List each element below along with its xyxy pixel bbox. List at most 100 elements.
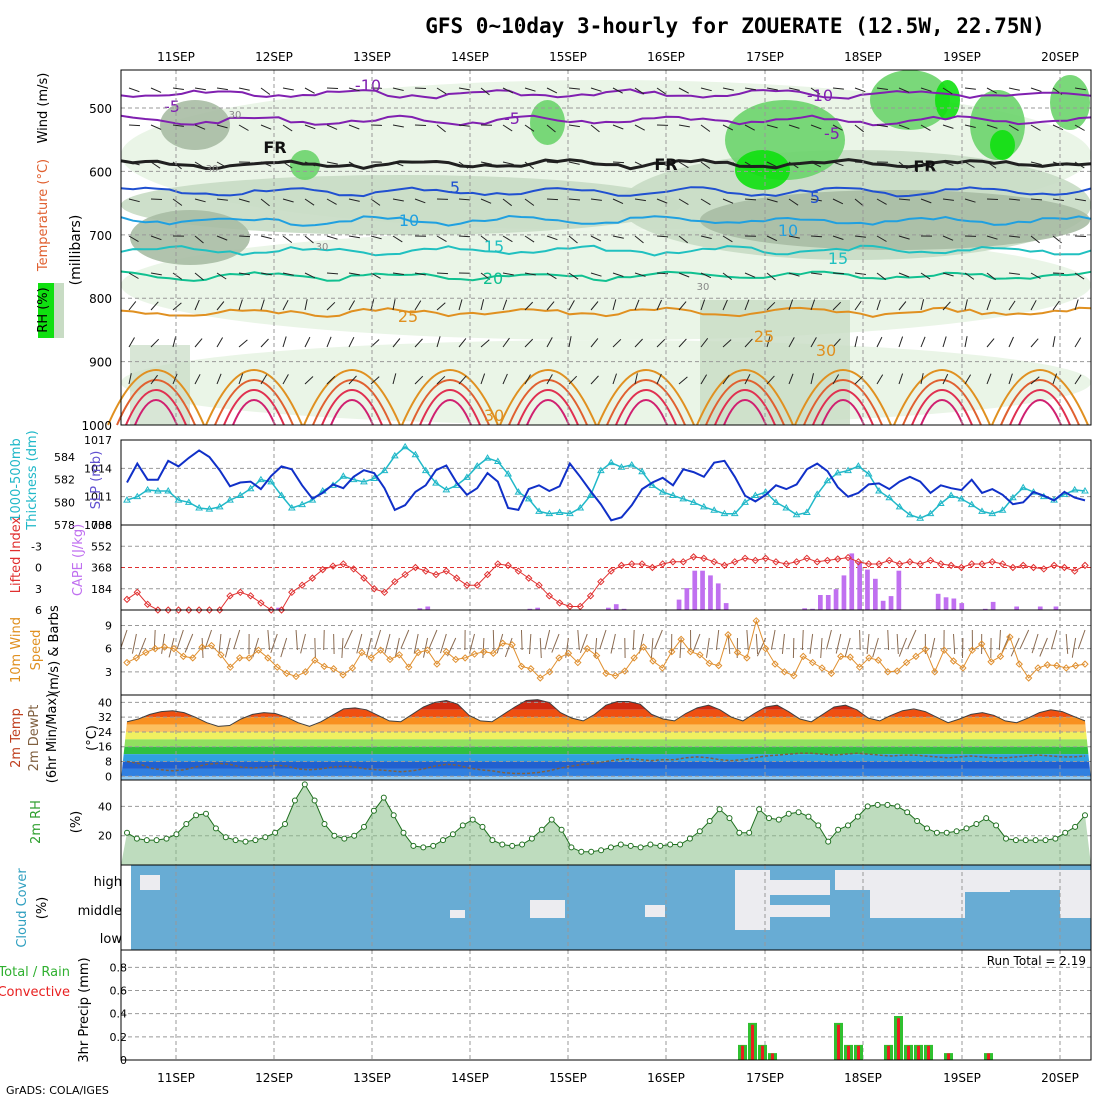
wind-barb xyxy=(942,301,951,311)
li-point xyxy=(401,570,409,579)
wind-barb-10m xyxy=(1031,633,1039,654)
wind-barb-10m xyxy=(859,629,861,651)
thickness-point xyxy=(514,488,523,495)
isotherm-line xyxy=(120,114,1092,127)
wind-barb xyxy=(326,124,338,130)
dewpoint-line xyxy=(126,752,1086,775)
wind-speed-point xyxy=(780,668,789,676)
wind-speed-point xyxy=(799,652,807,661)
wind-barb xyxy=(568,336,572,348)
thickness-point xyxy=(710,506,719,513)
li-point xyxy=(483,570,492,579)
isotherm-label: -5 xyxy=(504,109,520,128)
wind-barb xyxy=(546,272,557,280)
thickness-point xyxy=(442,485,451,493)
wind-barb xyxy=(854,87,866,93)
isotherm-arch xyxy=(321,389,383,426)
temp-band xyxy=(121,768,1091,777)
rh-point xyxy=(232,837,239,844)
wind-speed-point xyxy=(151,644,159,653)
wind-barb-10m xyxy=(295,629,298,651)
wind-barb-10m xyxy=(866,633,870,654)
wind-barb xyxy=(414,272,426,276)
li-point xyxy=(731,558,739,566)
cape-bar xyxy=(865,569,870,610)
wind-speed-point xyxy=(508,641,516,649)
wind-barb xyxy=(304,376,314,385)
wind-barb xyxy=(744,338,753,348)
wind-speed-point xyxy=(489,649,498,657)
isotherm-label: FR xyxy=(263,138,286,157)
isotherm-label: -5 xyxy=(824,124,840,143)
rh-point xyxy=(598,847,605,854)
li-point xyxy=(957,563,966,572)
wind-speed-point xyxy=(1024,674,1033,682)
wind-barb xyxy=(986,124,998,129)
rh-point xyxy=(815,822,822,829)
wind-barb xyxy=(832,338,841,348)
wind-barb-10m xyxy=(161,633,166,654)
li-point xyxy=(123,595,131,604)
li-point xyxy=(844,553,852,562)
rh-point xyxy=(509,842,516,849)
date-label-bottom: 20SEP xyxy=(1041,1071,1079,1085)
li-point xyxy=(916,560,924,568)
wind-barb xyxy=(832,301,842,311)
wind-barb-10m xyxy=(715,629,720,650)
rh-point xyxy=(706,818,713,824)
thickness-point xyxy=(885,493,894,501)
wind-barb xyxy=(502,272,514,276)
wind-barb xyxy=(876,272,887,281)
rh-point xyxy=(993,822,1000,829)
li-point xyxy=(1070,567,1079,575)
li-tick: 3 xyxy=(35,583,42,596)
rh-point xyxy=(222,834,229,841)
date-label-bottom: 11SEP xyxy=(157,1071,195,1085)
axis-label: (6hr Min/Max) xyxy=(45,693,60,783)
wind-barb xyxy=(128,198,140,203)
wind-barb xyxy=(216,124,228,129)
cape-bar xyxy=(943,597,949,610)
rh-point xyxy=(845,822,851,829)
wind-speed-point xyxy=(865,654,873,662)
cape-bar xyxy=(990,601,996,610)
wind-speed-point xyxy=(912,652,920,661)
rh-point xyxy=(410,842,417,849)
thickness-point xyxy=(823,476,832,484)
li-point xyxy=(277,606,286,614)
rh-point xyxy=(568,844,575,851)
wind-barb xyxy=(744,161,755,169)
wind-barb-10m xyxy=(872,637,879,658)
isotherm-arch xyxy=(1009,389,1071,426)
wind-barb xyxy=(260,272,272,276)
cape-bar xyxy=(935,593,941,610)
rh-point xyxy=(133,835,140,842)
cloud-row-label: middle xyxy=(78,904,122,919)
wind-speed-point xyxy=(968,646,977,654)
thickness-point xyxy=(154,487,162,494)
li-point xyxy=(782,560,790,568)
wind-tick: 9 xyxy=(105,619,112,632)
rh-point xyxy=(973,821,980,827)
date-label-bottom: 19SEP xyxy=(943,1071,981,1085)
wind-barb xyxy=(678,161,689,169)
isotherm-label: 5 xyxy=(450,178,460,197)
wind-barb xyxy=(612,124,624,130)
thickness-point xyxy=(730,509,739,517)
wind-speed-point xyxy=(301,668,310,676)
wind-speed-point xyxy=(1034,664,1042,672)
wind-barb xyxy=(392,124,404,128)
date-axis: 11SEP 11SEP 12SEP 12SEP 13SEP 13SEP 14SEP 14SEP… xyxy=(157,50,1079,1085)
wind-speed-point xyxy=(282,669,291,678)
temp-tick: 8 xyxy=(105,756,112,769)
wind-speed-point xyxy=(949,657,958,665)
wind-barb xyxy=(568,272,579,280)
wind-barb xyxy=(678,338,687,348)
wind-barb xyxy=(1074,235,1087,237)
date-label-top: 13SEP xyxy=(353,50,391,64)
wind-barb xyxy=(986,198,999,200)
rh-shading xyxy=(121,340,1091,425)
wind-speed-point xyxy=(884,668,892,676)
wind-barb xyxy=(304,299,308,311)
